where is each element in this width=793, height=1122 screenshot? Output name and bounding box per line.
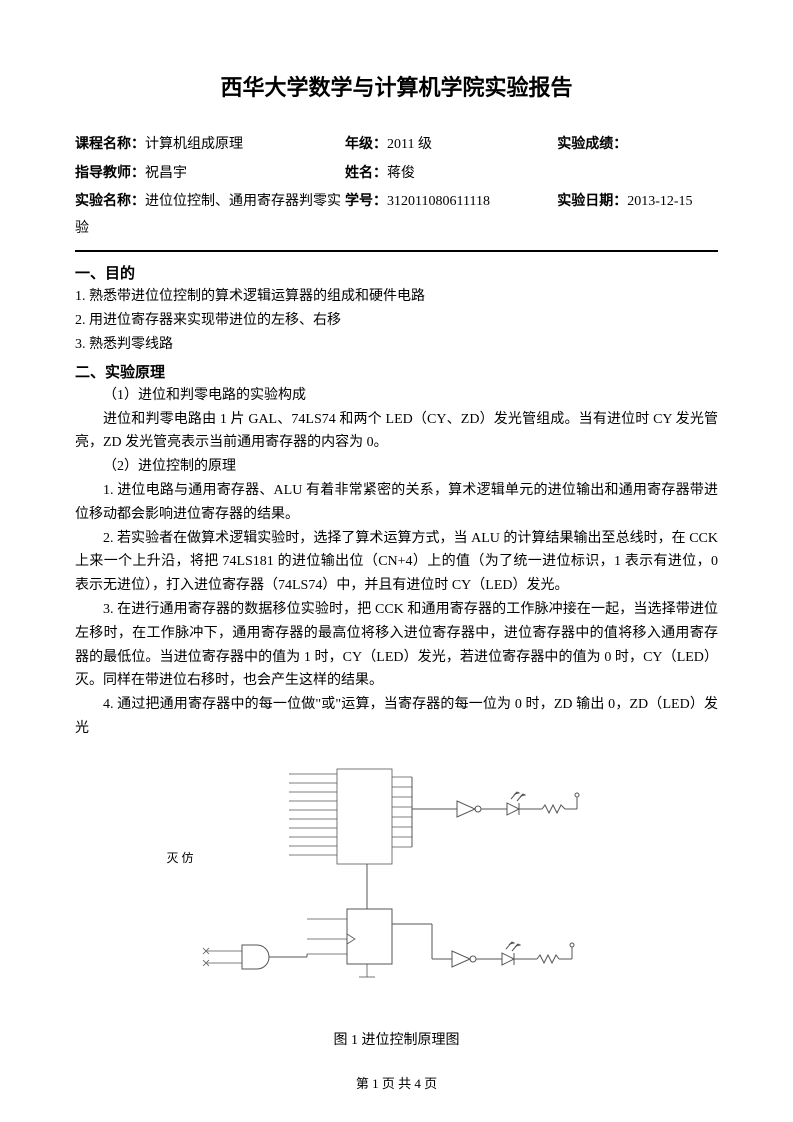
page-footer: 第 1 页 共 4 页 <box>0 1073 793 1092</box>
grade-label: 年级： <box>345 135 387 151</box>
para-2: 进位和判零电路由 1 片 GAL、74LS74 和两个 LED（CY、ZD）发光… <box>75 408 718 456</box>
para-4: 1. 进位电路与通用寄存器、ALU 有着非常紧密的关系，算术逻辑单元的进位输出和… <box>75 479 718 527</box>
name-label: 姓名： <box>345 164 387 180</box>
grade-value: 2011 级 <box>387 137 432 152</box>
goal-3: 3. 熟悉判零线路 <box>75 333 718 357</box>
figure-left-label: 灭 仿 <box>167 849 194 866</box>
teacher-label: 指导教师： <box>75 164 145 180</box>
section2-heading: 二、实验原理 <box>75 361 718 382</box>
goal-2: 2. 用进位寄存器来实现带进位的左移、右移 <box>75 309 718 333</box>
teacher-value: 祝昌宇 <box>145 166 187 181</box>
circuit-figure: 灭 仿 <box>197 759 597 1019</box>
score-label: 实验成绩： <box>557 135 627 151</box>
course-value: 计算机组成原理 <box>145 137 243 152</box>
section1-heading: 一、目的 <box>75 262 718 283</box>
para-7: 4. 通过把通用寄存器中的每一位做"或"运算，当寄存器的每一位为 0 时，ZD … <box>75 693 718 741</box>
para-6: 3. 在进行通用寄存器的数据移位实验时，把 CCK 和通用寄存器的工作脉冲接在一… <box>75 598 718 693</box>
id-value: 312011080611118 <box>387 194 490 209</box>
date-label: 实验日期： <box>557 192 627 208</box>
date-value: 2013-12-15 <box>627 194 692 209</box>
report-title: 西华大学数学与计算机学院实验报告 <box>75 70 718 102</box>
id-label: 学号： <box>345 192 387 208</box>
expname-label: 实验名称： <box>75 192 145 208</box>
goal-1: 1. 熟悉带进位位控制的算术逻辑运算器的组成和硬件电路 <box>75 285 718 309</box>
info-block: 课程名称：计算机组成原理 年级：2011 级 实验成绩： 指导教师：祝昌宇 姓名… <box>75 130 718 242</box>
para-1: （1）进位和判零电路的实验构成 <box>75 384 718 408</box>
figure-caption: 图 1 进位控制原理图 <box>75 1029 718 1049</box>
course-label: 课程名称： <box>75 135 145 151</box>
para-5: 2. 若实验者在做算术逻辑实验时，选择了算术运算方式，当 ALU 的计算结果输出… <box>75 527 718 598</box>
divider <box>75 250 718 252</box>
name-value: 蒋俊 <box>387 166 415 181</box>
para-3: （2）进位控制的原理 <box>75 455 718 479</box>
